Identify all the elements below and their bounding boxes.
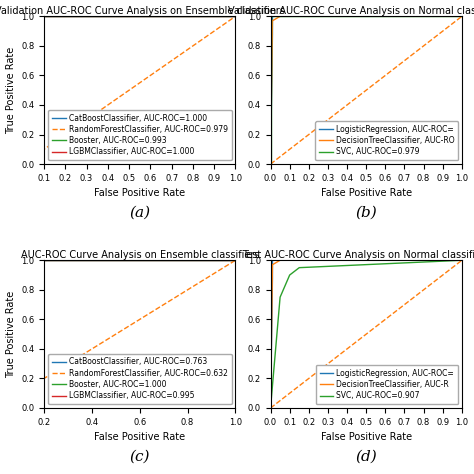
Legend: CatBoostClassifier, AUC-ROC=0.763, RandomForestClassifier, AUC-ROC=0.632, Booste: CatBoostClassifier, AUC-ROC=0.763, Rando…: [48, 354, 232, 404]
Y-axis label: True Positive Rate: True Positive Rate: [6, 46, 16, 134]
Legend: LogisticRegression, AUC-ROC=, DecisionTreeClassifier, AUC-RO, SVC, AUC-ROC=0.979: LogisticRegression, AUC-ROC=, DecisionTr…: [315, 121, 458, 160]
X-axis label: False Positive Rate: False Positive Rate: [320, 432, 412, 442]
Text: (a): (a): [129, 205, 150, 219]
Title: Validation AUC-ROC Curve Analysis on Ensemble classifiers: Validation AUC-ROC Curve Analysis on Ens…: [0, 6, 285, 16]
Text: (d): (d): [356, 449, 377, 464]
Legend: LogisticRegression, AUC-ROC=, DecisionTreeClassifier, AUC-R, SVC, AUC-ROC=0.907: LogisticRegression, AUC-ROC=, DecisionTr…: [316, 365, 458, 404]
Title: Validation AUC-ROC Curve Analysis on Normal classifiers: Validation AUC-ROC Curve Analysis on Nor…: [228, 6, 474, 16]
Title: AUC-ROC Curve Analysis on Ensemble classifiers: AUC-ROC Curve Analysis on Ensemble class…: [20, 249, 259, 259]
Text: (b): (b): [356, 205, 377, 219]
X-axis label: False Positive Rate: False Positive Rate: [94, 188, 185, 198]
Y-axis label: True Positive Rate: True Positive Rate: [6, 291, 16, 378]
Legend: CatBoostClassifier, AUC-ROC=1.000, RandomForestClassifier, AUC-ROC=0.979, Booste: CatBoostClassifier, AUC-ROC=1.000, Rando…: [48, 109, 232, 160]
Title: Test AUC-ROC Curve Analysis on Normal classifiers: Test AUC-ROC Curve Analysis on Normal cl…: [242, 249, 474, 259]
X-axis label: False Positive Rate: False Positive Rate: [320, 188, 412, 198]
X-axis label: False Positive Rate: False Positive Rate: [94, 432, 185, 442]
Text: (c): (c): [129, 449, 150, 464]
